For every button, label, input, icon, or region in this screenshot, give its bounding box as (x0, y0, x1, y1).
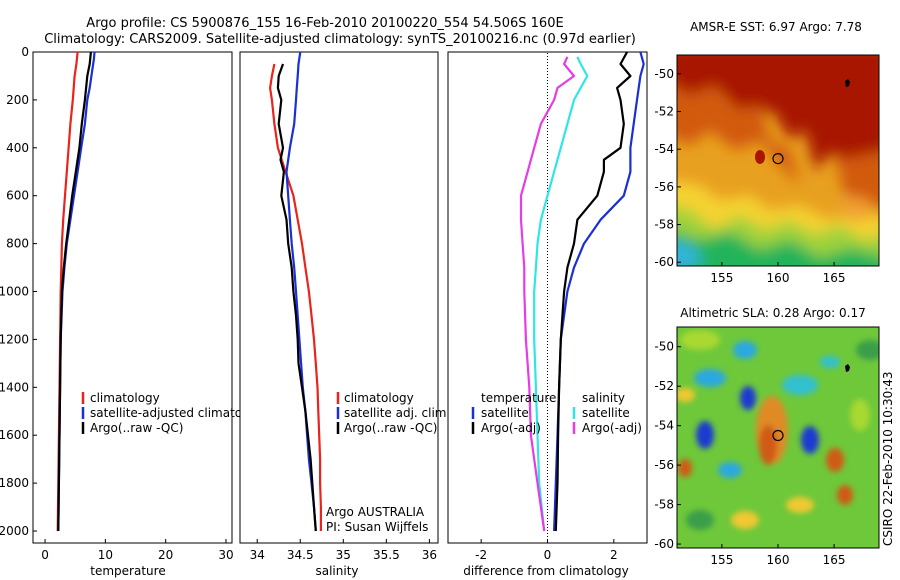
salinity-panel: 34 34.5 35 35.5 36 salinity climatology sate… (239, 51, 450, 578)
map-y-tick-label: -50 (654, 340, 674, 354)
figure-title-line2: Climatology: CARS2009. Satellite-adjuste… (44, 32, 636, 47)
y-tick-label: 1200 (0, 332, 29, 346)
figure-title-line1: Argo profile: CS 5900876_155 16-Feb-2010… (86, 16, 563, 31)
x-tick-label: -2 (475, 548, 487, 562)
map-y-tick-label: -54 (654, 142, 674, 156)
credit-text: CSIRO 22-Feb-2010 10:30:43 (881, 371, 895, 546)
map-x-tick-label: 165 (823, 271, 846, 285)
x-tick-label: 30 (218, 548, 233, 562)
map-y-tick-label: -56 (654, 180, 674, 194)
legend-label-satellite: satellite-adjusted climatology (90, 406, 268, 420)
map-y-tick-label: -56 (654, 458, 674, 472)
difference-xlabel: difference from climatology (463, 564, 629, 578)
temperature-xlabel: temperature (90, 564, 165, 578)
temperature-ticks: 0 10 20 30 0 200 400 600 800 1000 1200 1400 1600 1800… (0, 45, 234, 562)
sla-heatmap (677, 327, 879, 548)
y-tick-label: 1400 (0, 380, 29, 394)
x-tick-label: 0 (41, 548, 49, 562)
map-y-tick-label: -52 (654, 379, 674, 393)
difference-panel: -2 0 2 difference from climatology tempera… (447, 51, 648, 578)
legend-label-sal-argo: Argo(-adj) (582, 421, 642, 435)
sst-map-panel: AMSR-E SST: 6.97 Argo: 7.78 155 160 165 -50… (654, 20, 880, 285)
x-tick-label: 35 (336, 548, 351, 562)
legend-label-climatology: climatology (344, 391, 414, 405)
map-x-tick-label: 165 (823, 553, 846, 567)
y-tick-label: 800 (6, 237, 29, 251)
x-tick-label: 2 (610, 548, 618, 562)
x-tick-label: 10 (98, 548, 113, 562)
series-line-salinity-satellite (533, 56, 589, 532)
map-y-tick-label: -60 (654, 255, 674, 269)
annotation-pi: PI: Susan Wijffels (326, 520, 428, 534)
salinity-legend: climatology satellite adj. clim. Argo(..… (336, 391, 450, 435)
y-tick-label: 0 (21, 45, 29, 59)
sst-argo-marker (772, 153, 784, 165)
legend-label-argo: Argo(..raw -QC) (344, 421, 437, 435)
y-tick-label: 1000 (0, 285, 29, 299)
x-tick-label: 0 (544, 548, 552, 562)
legend-heading-temperature: temperature (481, 391, 556, 405)
legend-label-climatology: climatology (90, 391, 160, 405)
x-tick-label: 36 (422, 548, 437, 562)
sst-heatmap (677, 55, 879, 266)
temperature-panel: 0 10 20 30 0 200 400 600 800 1000 1200 1400 1600 1800… (0, 45, 268, 578)
sla-ticks: 155 160 165 -50 -52 -54 -56 -58 -60 (654, 340, 845, 567)
legend-label-sal-satellite: satellite (582, 406, 630, 420)
series-line-argo-raw-qc- (276, 63, 317, 532)
difference-lines (519, 51, 645, 532)
y-tick-label: 400 (6, 141, 29, 155)
map-x-tick-label: 160 (767, 271, 790, 285)
series-line-climatology (269, 63, 322, 531)
legend-label-argo: Argo(..raw -QC) (90, 421, 183, 435)
sst-ticks: 155 160 165 -50 -52 -54 -56 -58 -60 (654, 67, 845, 285)
x-tick-label: 34.5 (287, 548, 314, 562)
y-tick-label: 600 (6, 189, 29, 203)
map-y-tick-label: -58 (654, 218, 674, 232)
series-line-salinity-argo-adj- (519, 56, 576, 532)
map-x-tick-label: 155 (710, 271, 733, 285)
y-tick-label: 200 (6, 93, 29, 107)
salinity-xlabel: salinity (315, 564, 358, 578)
difference-legend: temperature satellite Argo(-adj) salinit… (471, 391, 642, 435)
map-x-tick-label: 155 (710, 553, 733, 567)
y-tick-label: 1600 (0, 428, 29, 442)
temperature-lines (56, 51, 96, 532)
sst-island-icon (845, 79, 850, 87)
difference-ticks: -2 0 2 (475, 539, 618, 562)
map-x-tick-label: 160 (767, 553, 790, 567)
sla-argo-marker (772, 429, 784, 442)
legend-heading-salinity: salinity (582, 391, 625, 405)
map-y-tick-label: -52 (654, 105, 674, 119)
legend-label-satellite: satellite adj. clim. (344, 406, 450, 420)
y-tick-label: 1800 (0, 476, 29, 490)
map-y-tick-label: -58 (654, 498, 674, 512)
series-line-satellite-adj-clim- (285, 51, 317, 532)
salinity-lines (269, 51, 322, 532)
salinity-axes-frame (239, 51, 439, 544)
x-tick-label: 20 (158, 548, 173, 562)
x-tick-label: 34 (250, 548, 265, 562)
map-y-tick-label: -54 (654, 419, 674, 433)
map-y-tick-label: -60 (654, 537, 674, 551)
temperature-legend: climatology satellite-adjusted climatolo… (81, 391, 268, 435)
annotation-argo-australia: Argo AUSTRALIA (326, 505, 425, 519)
temperature-axes-frame (32, 51, 233, 544)
series-line-argo-raw-qc- (57, 51, 92, 532)
legend-label-temp-argo: Argo(-adj) (481, 421, 541, 435)
legend-label-temp-satellite: satellite (481, 406, 529, 420)
sla-map-panel: Altimetric SLA: 0.28 Argo: 0.17 (654, 306, 880, 567)
sla-map-title: Altimetric SLA: 0.28 Argo: 0.17 (680, 306, 865, 320)
y-tick-label: 2000 (0, 524, 29, 538)
sst-map-title: AMSR-E SST: 6.97 Argo: 7.78 (690, 20, 862, 34)
series-line-temperature-argo-adj- (554, 51, 632, 532)
sla-island-icon (845, 364, 850, 372)
map-y-tick-label: -50 (654, 67, 674, 81)
salinity-ticks: 34 34.5 35 35.5 36 (250, 539, 437, 562)
x-tick-label: 35.5 (373, 548, 400, 562)
